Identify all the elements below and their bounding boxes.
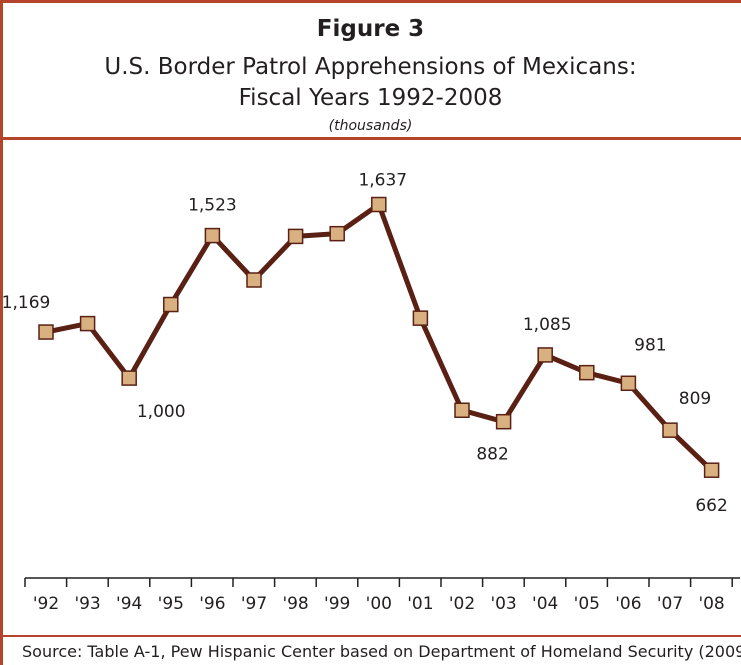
data-point-marker bbox=[454, 402, 470, 419]
data-point-marker bbox=[329, 225, 345, 242]
x-tick-label: '95 bbox=[158, 594, 184, 614]
data-label: 809 bbox=[679, 389, 711, 409]
x-tick-label: '01 bbox=[407, 594, 433, 614]
data-point-marker bbox=[495, 413, 512, 430]
data-point-marker bbox=[121, 370, 137, 386]
data-point-marker bbox=[287, 228, 304, 245]
source-divider bbox=[0, 635, 741, 637]
x-tick-label: '02 bbox=[449, 594, 475, 614]
source-note: Source: Table A-1, Pew Hispanic Center b… bbox=[22, 642, 741, 661]
data-point-marker bbox=[620, 375, 637, 392]
x-tick-label: '94 bbox=[116, 594, 142, 614]
data-point-marker bbox=[163, 296, 179, 313]
marker-layer bbox=[38, 196, 720, 478]
data-label: 662 bbox=[695, 496, 727, 516]
data-label-layer: 1,169 1,000 1,523 1,637 882 1,085 981 809 662 bbox=[2, 171, 728, 517]
figure-label: Figure 3 bbox=[316, 16, 425, 42]
x-tick-label: '08 bbox=[698, 594, 724, 614]
data-point-marker bbox=[579, 364, 595, 381]
data-label: 1,523 bbox=[188, 196, 237, 216]
series-line bbox=[43, 202, 715, 473]
data-point-marker bbox=[703, 462, 720, 478]
x-tick-label: '92 bbox=[33, 594, 59, 614]
x-tick-label: '06 bbox=[615, 594, 641, 614]
data-point-marker bbox=[246, 272, 262, 288]
data-label: 1,637 bbox=[358, 171, 407, 191]
x-tick-label: '00 bbox=[366, 594, 392, 614]
data-point-marker bbox=[204, 227, 221, 244]
chart-title-line1: U.S. Border Patrol Apprehensions of Mexi… bbox=[104, 54, 637, 80]
figure-header: Figure 3 U.S. Border Patrol Apprehension… bbox=[0, 0, 741, 140]
x-tick-label: '96 bbox=[199, 594, 225, 614]
chart-subtitle: (thousands) bbox=[328, 118, 413, 134]
x-tick-label: '03 bbox=[490, 594, 516, 614]
x-tick-label: '99 bbox=[324, 594, 350, 614]
data-point-marker bbox=[662, 422, 678, 438]
data-label: 981 bbox=[634, 335, 666, 355]
tick-label-layer: '92 '93 '94 '95 '96 '97 '98 '99 '00 '01 '02 '03 '04 '… bbox=[33, 594, 725, 614]
data-point-marker bbox=[38, 324, 54, 340]
data-point-marker bbox=[79, 315, 96, 332]
data-point-marker bbox=[412, 310, 429, 326]
x-tick-label: '93 bbox=[74, 594, 100, 614]
data-label: 882 bbox=[476, 445, 508, 465]
data-label: 1,085 bbox=[523, 315, 572, 335]
data-point-marker bbox=[537, 347, 553, 363]
x-tick-label: '05 bbox=[574, 594, 600, 614]
data-label: 1,169 bbox=[2, 293, 51, 313]
x-tick-label: '98 bbox=[282, 594, 308, 614]
series-line-layer bbox=[43, 202, 715, 473]
data-label: 1,000 bbox=[137, 402, 186, 422]
x-axis bbox=[24, 577, 740, 587]
data-point-marker bbox=[371, 196, 387, 213]
x-tick-label: '04 bbox=[532, 594, 558, 614]
chart-title-line2: Fiscal Years 1992-2008 bbox=[238, 85, 503, 111]
x-tick-label: '97 bbox=[241, 594, 267, 614]
x-tick-label: '07 bbox=[657, 594, 683, 614]
